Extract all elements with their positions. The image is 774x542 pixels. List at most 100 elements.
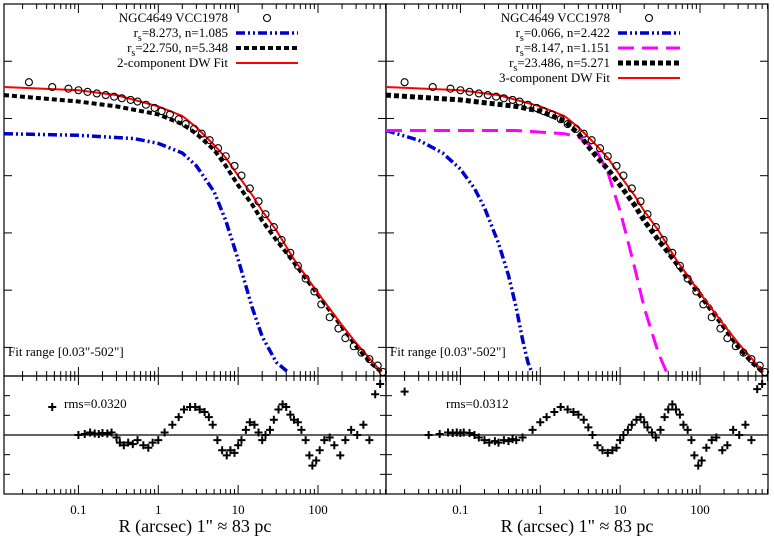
component-line xyxy=(385,128,534,373)
residual-point xyxy=(139,441,148,450)
data-point xyxy=(539,107,548,116)
residual-point xyxy=(293,418,302,427)
residual-point xyxy=(465,428,474,437)
residual-point xyxy=(208,420,217,429)
data-point xyxy=(293,261,302,270)
residual-point xyxy=(718,446,727,455)
residual-point xyxy=(656,425,665,434)
left-x-axis-label: R (arcsec) 1" ≈ 83 pc xyxy=(119,516,272,537)
residual-point xyxy=(697,456,706,465)
right-component-2-curve xyxy=(386,129,668,373)
residual-point xyxy=(200,408,209,417)
residual-point xyxy=(301,436,310,445)
residual-point xyxy=(608,446,617,455)
residual-point xyxy=(694,461,703,470)
residual-point xyxy=(758,380,767,388)
left-fit-curve xyxy=(3,86,383,373)
data-point xyxy=(310,287,319,296)
residual-point xyxy=(376,380,385,388)
residual-point xyxy=(258,436,267,445)
residual-point xyxy=(584,423,593,432)
residual-point xyxy=(365,436,374,445)
residual-point xyxy=(636,413,645,422)
right-panel: Fit range [0.03"-502"] rms=0.0312 NGC464… xyxy=(385,3,769,537)
residual-point xyxy=(86,428,95,437)
left-panel: Fit range [0.03"-502"] rms=0.0320 NGC464… xyxy=(3,3,387,537)
data-point xyxy=(446,84,455,93)
data-point xyxy=(643,210,652,219)
data-point xyxy=(716,324,725,333)
residual-point xyxy=(474,433,483,442)
right-rms-label: rms=0.0312 xyxy=(446,396,509,411)
data-point xyxy=(579,129,588,138)
residual-point xyxy=(222,451,231,460)
legend-label: NGC4649 VCC1978 xyxy=(119,10,228,25)
component-line xyxy=(385,92,765,374)
residual-point xyxy=(154,436,163,445)
data-point xyxy=(515,97,524,106)
residual-point xyxy=(297,425,306,434)
left-component-1-curve xyxy=(3,131,290,374)
x-tick-label: 1 xyxy=(155,502,162,517)
data-point xyxy=(301,274,310,283)
residual-point xyxy=(133,436,142,445)
residual-point xyxy=(269,415,278,424)
legend-label: rs=0.066, n=2.422 xyxy=(516,25,610,44)
data-point xyxy=(189,124,199,133)
residual-point xyxy=(647,428,656,437)
data-point xyxy=(101,91,110,100)
residual-point xyxy=(312,456,321,465)
data-point xyxy=(474,89,483,98)
fit-line xyxy=(385,86,765,373)
data-point xyxy=(595,144,605,153)
residual-point xyxy=(528,425,537,434)
data-point xyxy=(373,361,382,370)
residual-point xyxy=(640,418,649,427)
data-point xyxy=(619,171,628,180)
data-point xyxy=(747,355,756,364)
data-point xyxy=(571,124,581,133)
residual-point xyxy=(619,431,628,439)
residual-point xyxy=(144,443,153,452)
residual-point xyxy=(675,410,684,419)
residual-point xyxy=(234,441,243,450)
data-point xyxy=(334,324,343,333)
data-point xyxy=(731,342,740,351)
fit-line xyxy=(3,86,383,373)
component-line xyxy=(3,93,383,374)
residual-point xyxy=(485,438,494,447)
residual-point xyxy=(213,436,222,445)
x-tick-label: 10 xyxy=(232,502,245,517)
residual-point xyxy=(671,405,680,414)
right-x-axis-label: R (arcsec) 1" ≈ 83 pc xyxy=(501,516,654,537)
data-point xyxy=(692,287,701,296)
residual-point xyxy=(265,425,274,434)
left-component-2-curve xyxy=(3,93,383,374)
data-point xyxy=(483,91,492,100)
residual-point xyxy=(598,446,607,455)
left-ticks xyxy=(4,4,387,494)
data-point xyxy=(499,94,508,103)
data-point xyxy=(181,120,190,129)
data-point xyxy=(205,136,214,145)
residual-point xyxy=(664,405,673,414)
residual-point xyxy=(550,408,559,417)
residual-point xyxy=(347,425,356,434)
residual-point xyxy=(536,418,545,427)
residual-point xyxy=(168,420,177,429)
residual-point xyxy=(563,405,572,414)
right-component-3-curve xyxy=(385,92,765,374)
residual-point xyxy=(435,429,444,438)
data-point xyxy=(523,100,532,109)
data-point xyxy=(150,103,159,113)
right-data-points xyxy=(400,78,769,377)
data-point xyxy=(110,92,119,101)
data-point xyxy=(428,82,437,92)
data-point xyxy=(92,89,101,98)
residual-point xyxy=(723,441,732,450)
residual-point xyxy=(683,425,692,434)
residual-point xyxy=(687,436,696,445)
left-fit-range-label: Fit range [0.03"-502"] xyxy=(8,344,124,359)
